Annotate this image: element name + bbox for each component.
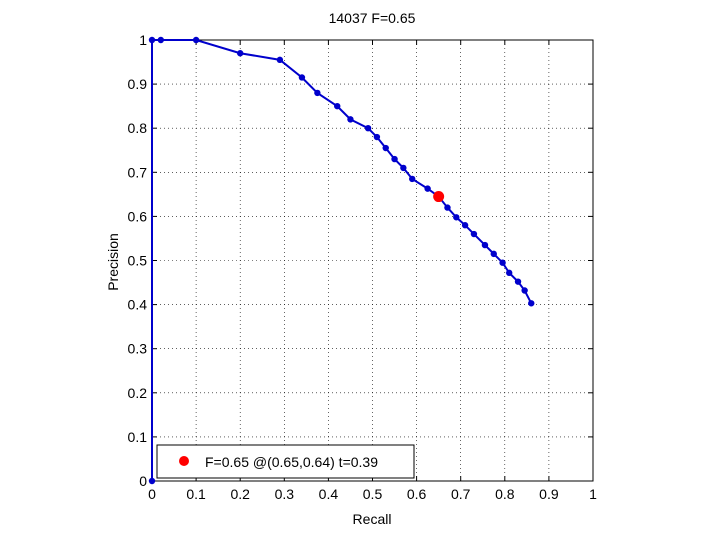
x-tick-label: 0.9: [539, 486, 559, 502]
legend-label: F=0.65 @(0.65,0.64) t=0.39: [205, 454, 378, 470]
data-point: [382, 144, 389, 152]
data-point: [444, 204, 451, 211]
data-point: [364, 125, 372, 132]
x-tick-labels: 0 0.1 0.2 0.3 0.4 0.5 0.6 0.7 0.8 0.9 1: [148, 486, 597, 502]
x-tick-label: 1: [589, 486, 597, 502]
x-tick-label: 0.2: [230, 486, 250, 502]
x-axis-label: Recall: [353, 511, 392, 527]
data-point: [148, 36, 156, 44]
y-tick-label: 0: [139, 473, 147, 489]
data-point: [481, 241, 489, 249]
y-tick-label: 0.8: [128, 120, 148, 136]
data-point: [237, 50, 244, 57]
data-point: [490, 250, 497, 258]
data-point: [157, 36, 165, 44]
data-point: [453, 214, 460, 221]
x-tick-label: 0.1: [186, 486, 206, 502]
chart-title: 14037 F=0.65: [329, 10, 416, 26]
y-tick-label: 0.2: [128, 385, 148, 401]
data-point: [424, 185, 431, 192]
data-point: [192, 36, 200, 44]
data-point: [470, 230, 478, 238]
data-point: [514, 278, 522, 285]
best-f-point: [433, 191, 445, 203]
data-point: [499, 259, 506, 266]
data-point: [298, 74, 306, 81]
y-tick-label: 0.9: [128, 76, 148, 92]
y-tick-label: 0.5: [128, 253, 148, 269]
data-point: [373, 133, 381, 141]
legend: F=0.65 @(0.65,0.64) t=0.39: [156, 444, 415, 479]
data-point: [391, 155, 398, 163]
highlight-layer: [433, 191, 445, 203]
data-point: [408, 175, 416, 183]
x-tick-label: 0: [148, 486, 156, 502]
y-tick-label: 0.6: [128, 208, 148, 224]
legend-box: [156, 444, 415, 479]
data-point: [521, 287, 528, 294]
x-tick-label: 0.7: [451, 486, 471, 502]
y-tick-label: 0.4: [128, 297, 148, 313]
grid: [152, 40, 593, 481]
legend-marker: [179, 456, 189, 466]
data-point: [334, 102, 341, 110]
data-point: [314, 89, 321, 97]
series-layer: [148, 36, 535, 485]
y-tick-label: 1: [139, 32, 147, 48]
y-tick-label: 0.1: [128, 429, 148, 445]
x-tick-label: 0.5: [363, 486, 383, 502]
data-point: [461, 222, 469, 229]
data-point: [400, 164, 407, 172]
x-tick-label: 0.6: [407, 486, 427, 502]
x-tick-label: 0.4: [319, 486, 339, 502]
y-tick-label: 0.7: [128, 164, 148, 180]
data-point: [528, 300, 535, 307]
data-point: [148, 477, 156, 485]
x-tick-label: 0.3: [275, 486, 295, 502]
x-tick-label: 0.8: [495, 486, 515, 502]
y-tick-labels: 0 0.1 0.2 0.3 0.4 0.5 0.6 0.7 0.8 0.9 1: [128, 32, 148, 489]
y-tick-label: 0.3: [128, 341, 148, 357]
data-point: [276, 56, 284, 64]
data-point: [347, 116, 354, 123]
y-axis-label: Precision: [105, 233, 121, 291]
data-point: [506, 269, 513, 277]
